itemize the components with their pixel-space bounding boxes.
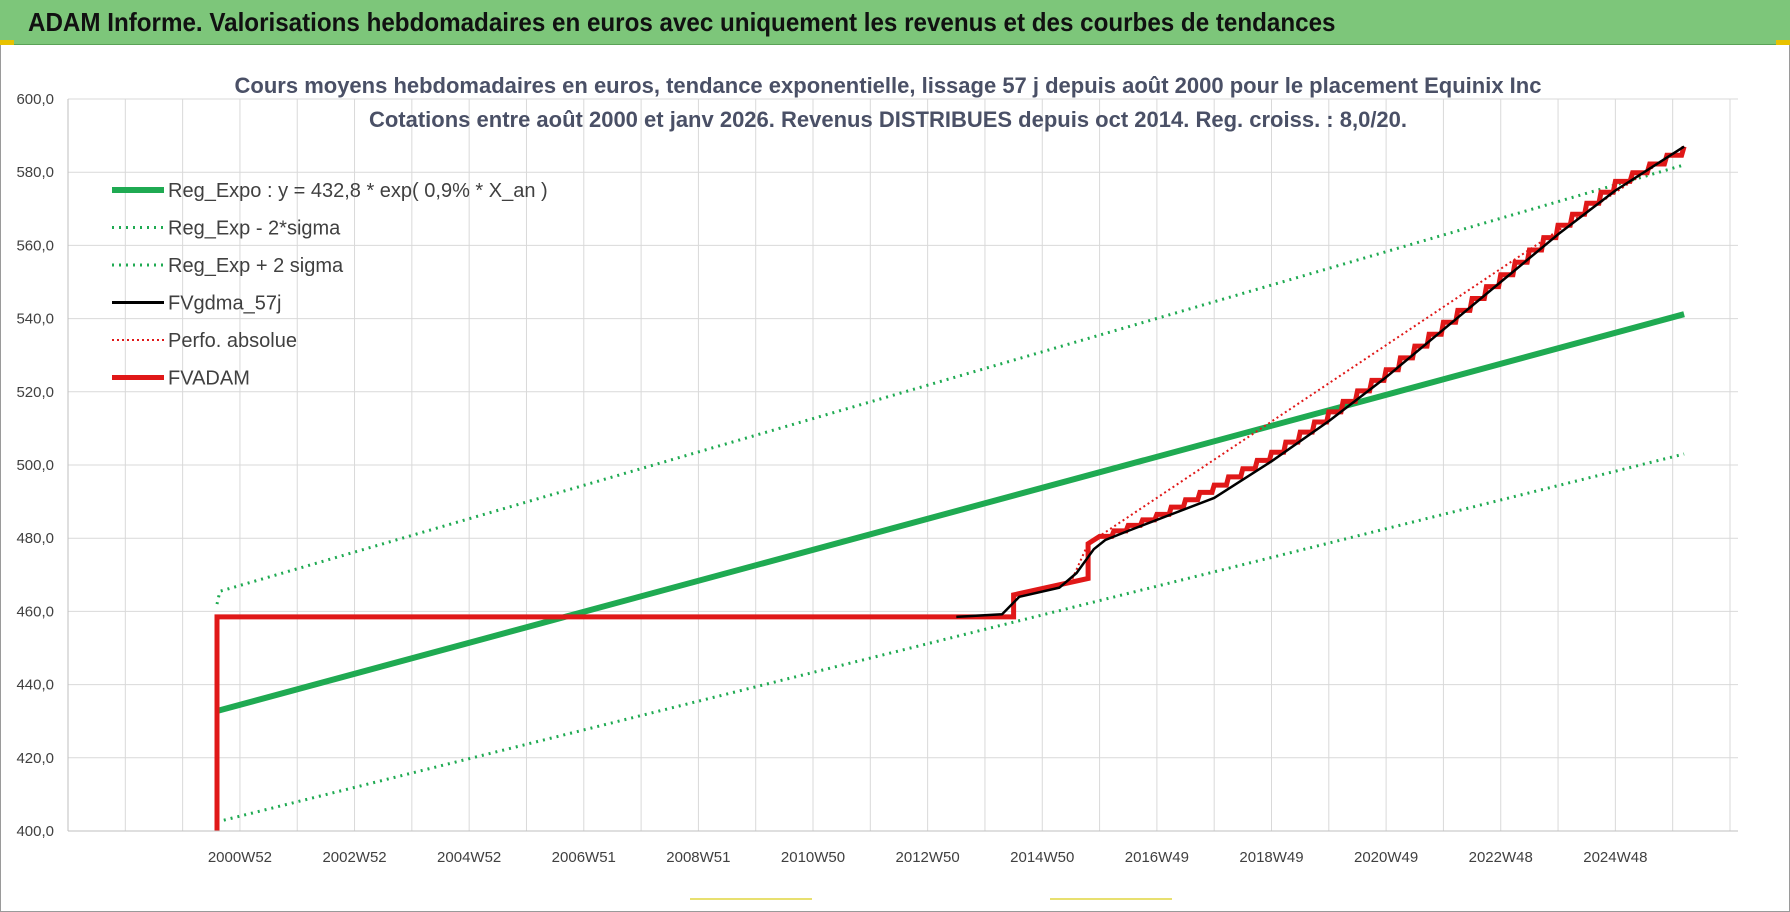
corner-marker-right (1776, 40, 1790, 45)
x-tick-label: 2020W49 (1354, 849, 1418, 866)
y-tick-label: 480,0 (16, 530, 54, 547)
x-tick-label: 2000W52 (208, 849, 272, 866)
x-tick-label: 2008W51 (666, 849, 730, 866)
series-fvgdma-57j (956, 145, 1685, 619)
x-tick-label: 2012W50 (896, 849, 960, 866)
legend-label: Reg_Expo : y = 432,8 * exp( 0,9% * X_an … (168, 180, 548, 202)
y-tick-label: 580,0 (16, 164, 54, 181)
x-tick-label: 2014W50 (1010, 849, 1074, 866)
y-tick-label: 500,0 (16, 457, 54, 474)
legend-label: Perfo. absolue (168, 330, 297, 352)
legend-label: Reg_Exp + 2 sigma (168, 255, 344, 277)
legend-label: FVgdma_57j (168, 293, 281, 315)
series-reg-exp-minus-2sigma (216, 452, 1685, 824)
x-tick-label: 2016W49 (1125, 849, 1189, 866)
y-tick-label: 600,0 (16, 91, 54, 108)
y-tick-label: 540,0 (16, 311, 54, 328)
series-reg-expo (216, 311, 1685, 714)
x-tick-label: 2018W49 (1239, 849, 1303, 866)
legend-label: Reg_Exp - 2*sigma (168, 218, 341, 240)
corner-marker-left (0, 40, 14, 45)
report-title: ADAM Informe. Valorisations hebdomadaire… (28, 7, 1336, 37)
report-banner: ADAM Informe. Valorisations hebdomadaire… (0, 0, 1790, 45)
y-tick-label: 440,0 (16, 677, 54, 694)
chart-title-line1: Cours moyens hebdomadaires en euros, ten… (235, 73, 1542, 98)
x-tick-label: 2022W48 (1469, 849, 1533, 866)
x-tick-label: 2024W48 (1583, 849, 1647, 866)
chart-title-line2: Cotations entre août 2000 et janv 2026. … (369, 107, 1407, 132)
series-perfo-absolue (216, 145, 1685, 831)
series-reg-exp-plus-2sigma (215, 163, 1685, 605)
y-tick-label: 560,0 (16, 237, 54, 254)
scroll-marker (1050, 898, 1172, 900)
y-tick-label: 420,0 (16, 750, 54, 767)
y-tick-label: 460,0 (16, 603, 54, 620)
y-tick-label: 520,0 (16, 384, 54, 401)
x-tick-label: 2002W52 (322, 849, 386, 866)
scroll-marker (690, 898, 812, 900)
x-tick-label: 2004W52 (437, 849, 501, 866)
series-fvadam (214, 145, 1687, 832)
legend-label: FVADAM (168, 368, 250, 390)
y-tick-label: 400,0 (16, 823, 54, 840)
x-tick-label: 2010W50 (781, 849, 845, 866)
x-tick-label: 2006W51 (552, 849, 616, 866)
